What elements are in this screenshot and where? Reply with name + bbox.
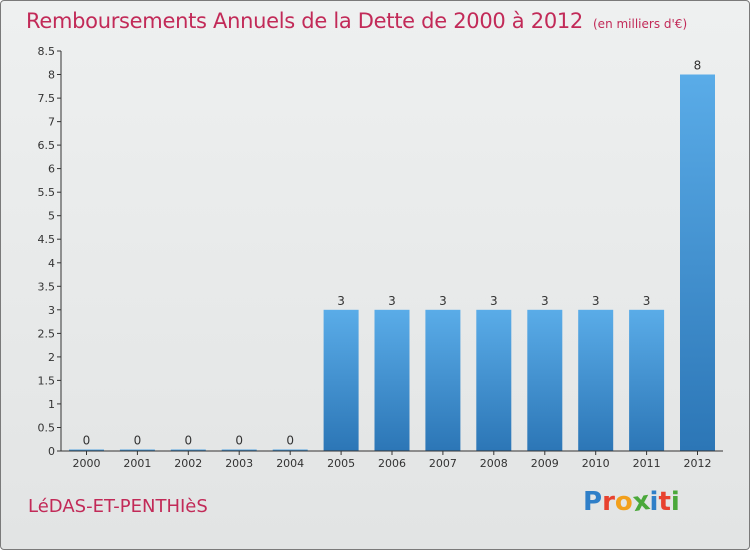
bar-2000 xyxy=(69,449,104,451)
bar-2010 xyxy=(578,309,614,451)
bar-2012 xyxy=(680,74,715,451)
y-tick-label: 7.5 xyxy=(38,92,56,105)
y-tick-label: 1.5 xyxy=(38,374,56,387)
axes-layer xyxy=(57,50,723,455)
chart-title: Remboursements Annuels de la Dette de 20… xyxy=(26,9,583,33)
value-label-2011: 3 xyxy=(643,294,651,308)
bar-2006 xyxy=(374,309,410,451)
value-label-2002: 0 xyxy=(184,434,192,448)
value-label-2012: 8 xyxy=(694,59,702,73)
bars-layer xyxy=(69,74,715,451)
value-label-2008: 3 xyxy=(490,294,498,308)
brand-logo: Proxiti xyxy=(583,485,680,519)
x-tick-label-2005: 2005 xyxy=(327,457,355,470)
brand-letter: o xyxy=(614,487,633,517)
bar-2002 xyxy=(170,449,206,451)
title-row: Remboursements Annuels de la Dette de 20… xyxy=(26,9,687,33)
place-name: LéDAS-ET-PENTHIèS xyxy=(28,496,208,517)
value-label-2003: 0 xyxy=(235,434,243,448)
value-label-2007: 3 xyxy=(439,294,447,308)
y-tick-label: 8 xyxy=(48,69,55,82)
bar-2011 xyxy=(629,309,665,451)
x-tick-label-2008: 2008 xyxy=(480,457,508,470)
y-tick-label: 2.5 xyxy=(38,327,56,340)
y-tick-label: 3 xyxy=(48,304,55,317)
y-tick-label: 3.5 xyxy=(38,280,56,293)
brand-letter: t xyxy=(658,487,671,517)
y-tick-label: 5.5 xyxy=(38,186,56,199)
y-tick-label: 6 xyxy=(48,163,55,176)
brand-letter: r xyxy=(602,487,615,517)
y-tick-label: 0 xyxy=(48,445,55,458)
brand-letter: i xyxy=(670,487,680,517)
value-label-2000: 0 xyxy=(83,434,91,448)
x-tick-label-2004: 2004 xyxy=(276,457,304,470)
y-tick-label: 1 xyxy=(48,398,55,411)
y-tick-label: 4.5 xyxy=(38,233,56,246)
bar-2005 xyxy=(323,309,359,451)
x-tick-label-2002: 2002 xyxy=(174,457,202,470)
x-tick-label-2009: 2009 xyxy=(531,457,559,470)
value-label-2004: 0 xyxy=(286,434,294,448)
y-tick-label: 6.5 xyxy=(38,139,56,152)
brand-letter: P xyxy=(583,487,603,517)
bar-2007 xyxy=(425,309,461,451)
brand-letter: i xyxy=(649,487,659,517)
brand-letter: x xyxy=(630,485,652,519)
bar-2003 xyxy=(221,449,257,451)
value-label-2010: 3 xyxy=(592,294,600,308)
y-tick-label: 8.5 xyxy=(38,45,56,58)
value-label-2005: 3 xyxy=(337,294,345,308)
x-tick-label-2001: 2001 xyxy=(123,457,151,470)
x-tick-label-2003: 2003 xyxy=(225,457,253,470)
value-label-2009: 3 xyxy=(541,294,549,308)
x-tick-label-2000: 2000 xyxy=(73,457,101,470)
y-tick-label: 0.5 xyxy=(38,422,56,435)
y-tick-label: 2 xyxy=(48,351,55,364)
y-tick-label: 5 xyxy=(48,210,55,223)
bar-2008 xyxy=(476,309,512,451)
chart-subtitle: (en milliers d'€) xyxy=(593,17,688,31)
x-tick-label-2010: 2010 xyxy=(582,457,610,470)
bar-2009 xyxy=(527,309,563,451)
y-tick-label: 7 xyxy=(48,116,55,129)
x-tick-label-2007: 2007 xyxy=(429,457,457,470)
value-label-2001: 0 xyxy=(134,434,142,448)
bar-2001 xyxy=(119,449,155,451)
x-tick-label-2012: 2012 xyxy=(684,457,712,470)
bar-2004 xyxy=(272,449,308,451)
y-tick-label: 4 xyxy=(48,257,55,270)
labels-layer: 0 2000 0 2001 0 2002 0 2003 0 2004 3 2005 3 2006 3 2007… xyxy=(38,45,712,470)
x-tick-label-2006: 2006 xyxy=(378,457,406,470)
value-label-2006: 3 xyxy=(388,294,396,308)
x-tick-label-2011: 2011 xyxy=(633,457,661,470)
